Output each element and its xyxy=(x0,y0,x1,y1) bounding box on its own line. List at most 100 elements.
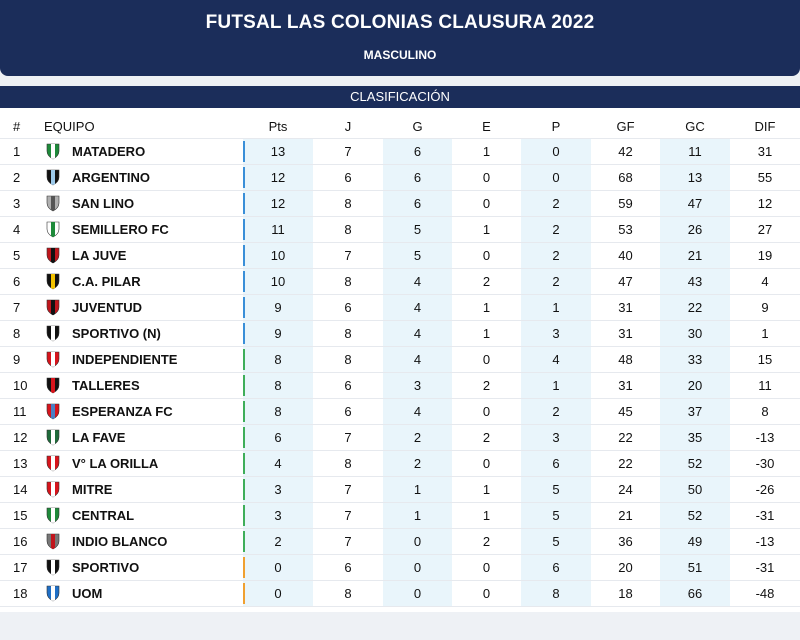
cell-team: C.A. PILAR xyxy=(38,268,243,294)
cell-drawn: 2 xyxy=(482,273,491,289)
table-header-row: # EQUIPO Pts J G E P GF GC DIF xyxy=(0,108,800,138)
cell-lost: 1 xyxy=(521,294,591,320)
cell-won: 5 xyxy=(383,242,452,268)
cell-won: 4 xyxy=(383,398,452,424)
table-row: 9 INDEPENDIENTE 8 8 4 0 4 48 33 15 xyxy=(0,346,800,372)
cell-drawn: 2 xyxy=(482,429,491,445)
table-row: 18 UOM 0 8 0 0 8 18 66 -48 xyxy=(0,580,800,606)
cell-team: INDIO BLANCO xyxy=(38,528,243,554)
col-header-team: EQUIPO xyxy=(44,119,95,135)
talleres-shield-icon xyxy=(46,377,60,394)
cell-lost: 5 xyxy=(521,528,591,554)
sportivo-shield-icon xyxy=(46,559,60,576)
la-juve-shield-icon xyxy=(46,247,60,264)
cell-played: 8 xyxy=(344,195,352,211)
standings-panel: CLASIFICACIÓN # EQUIPO Pts J G E P GF xyxy=(0,86,800,612)
col-header-position: # xyxy=(13,119,21,135)
cell-points: 2 xyxy=(243,528,313,554)
cell-lost: 2 xyxy=(521,190,591,216)
cell-position: 13 xyxy=(13,455,28,471)
cell-position: 3 xyxy=(13,195,21,211)
cell-position: 14 xyxy=(13,481,28,497)
team-name: SEMILLERO FC xyxy=(72,221,169,237)
cell-goals-against: 26 xyxy=(660,216,730,242)
table-row: 1 MATADERO 13 7 6 1 0 42 11 31 xyxy=(0,138,800,164)
cell-won: 6 xyxy=(383,190,452,216)
cell-lost: 3 xyxy=(521,320,591,346)
cell-lost: 2 xyxy=(521,216,591,242)
mitre-shield-icon xyxy=(46,481,60,498)
cell-won: 1 xyxy=(383,476,452,502)
cell-played: 7 xyxy=(344,247,352,263)
cell-goal-diff: 19 xyxy=(757,247,773,263)
cell-position: 1 xyxy=(13,143,21,159)
cell-goals-against: 30 xyxy=(660,320,730,346)
cell-goal-diff: 31 xyxy=(757,143,773,159)
team-name: LA FAVE xyxy=(72,429,126,445)
cell-position: 9 xyxy=(13,351,21,367)
cell-team: JUVENTUD xyxy=(38,294,243,320)
cell-position: 16 xyxy=(13,533,28,549)
cell-position: 7 xyxy=(13,299,21,315)
col-header-goals-for: GF xyxy=(616,119,635,135)
cell-drawn: 1 xyxy=(482,299,491,315)
cell-goals-for: 59 xyxy=(618,195,633,211)
cell-position: 5 xyxy=(13,247,21,263)
cell-position: 18 xyxy=(13,585,28,601)
central-shield-icon xyxy=(46,507,60,524)
cell-position: 6 xyxy=(13,273,21,289)
matadero-shield-icon xyxy=(46,143,60,160)
cell-played: 7 xyxy=(344,507,352,523)
cell-goal-diff: -30 xyxy=(755,455,775,471)
team-name: ARGENTINO xyxy=(72,169,150,185)
table-row: 17 SPORTIVO 0 6 0 0 6 20 51 -31 xyxy=(0,554,800,580)
cell-drawn: 1 xyxy=(482,221,491,237)
semillero-shield-icon xyxy=(46,221,60,238)
cell-goals-for: 31 xyxy=(618,325,633,341)
cell-goals-against: 51 xyxy=(660,554,730,580)
cell-team: MATADERO xyxy=(38,138,243,164)
cell-lost: 1 xyxy=(521,372,591,398)
san-lino-shield-icon xyxy=(46,195,60,212)
cell-won: 2 xyxy=(383,450,452,476)
cell-goal-diff: -31 xyxy=(755,507,775,523)
cell-played: 6 xyxy=(344,403,352,419)
cell-goals-for: 31 xyxy=(618,377,633,393)
cell-goals-against: 47 xyxy=(660,190,730,216)
cell-goal-diff: -48 xyxy=(755,585,775,601)
table-row: 4 SEMILLERO FC 11 8 5 1 2 53 26 27 xyxy=(0,216,800,242)
cell-points: 3 xyxy=(243,476,313,502)
cell-goals-against: 22 xyxy=(660,294,730,320)
cell-points: 9 xyxy=(243,320,313,346)
cell-drawn: 0 xyxy=(482,195,491,211)
cell-won: 4 xyxy=(383,346,452,372)
cell-drawn: 0 xyxy=(482,351,491,367)
cell-position: 11 xyxy=(13,403,27,419)
cell-goal-diff: 27 xyxy=(757,221,773,237)
cell-goals-against: 11 xyxy=(660,138,730,164)
cell-points: 13 xyxy=(243,138,313,164)
cell-goals-against: 52 xyxy=(660,450,730,476)
cell-goals-against: 35 xyxy=(660,424,730,450)
cell-goals-against: 66 xyxy=(660,580,730,606)
cell-played: 7 xyxy=(344,429,352,445)
cell-goals-for: 31 xyxy=(618,299,633,315)
team-name: JUVENTUD xyxy=(72,299,143,315)
la-fave-shield-icon xyxy=(46,429,60,446)
esperanza-shield-icon xyxy=(46,403,60,420)
page-title: FUTSAL LAS COLONIAS CLAUSURA 2022 xyxy=(205,12,595,33)
cell-team: CENTRAL xyxy=(38,502,243,528)
table-row: 6 C.A. PILAR 10 8 4 2 2 47 43 4 xyxy=(0,268,800,294)
cell-drawn: 1 xyxy=(482,143,491,159)
table-row: 11 ESPERANZA FC 8 6 4 0 2 45 37 8 xyxy=(0,398,800,424)
cell-goals-against: 13 xyxy=(660,164,730,190)
cell-played: 7 xyxy=(344,533,352,549)
cell-goals-for: 68 xyxy=(618,169,633,185)
cell-drawn: 1 xyxy=(482,507,491,523)
cell-goal-diff: -26 xyxy=(755,481,775,497)
cell-goals-for: 24 xyxy=(618,481,633,497)
col-header-played: J xyxy=(344,119,352,135)
cell-points: 11 xyxy=(243,216,313,242)
table-row: 3 SAN LINO 12 8 6 0 2 59 47 12 xyxy=(0,190,800,216)
cell-lost: 5 xyxy=(521,502,591,528)
